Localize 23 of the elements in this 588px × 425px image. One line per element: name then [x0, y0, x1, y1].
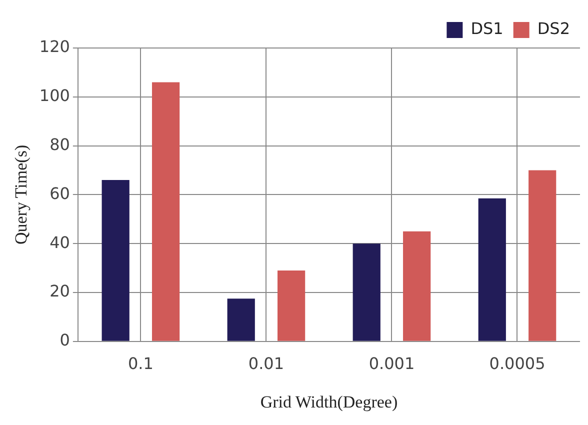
x-tick-label: 0.0005 — [489, 354, 546, 374]
x-axis-title: Grid Width(Degree) — [260, 392, 398, 412]
bar — [102, 180, 130, 341]
x-tick-label: 0.001 — [368, 354, 415, 374]
legend-label: DS1 — [470, 19, 504, 38]
bar — [152, 82, 180, 341]
y-tick-label: 100 — [39, 86, 70, 106]
y-tick-label: 60 — [50, 184, 70, 203]
bar — [227, 298, 255, 341]
x-tick-label: 0.01 — [248, 354, 284, 374]
legend-label: DS2 — [537, 19, 570, 38]
bar — [528, 170, 556, 341]
y-tick-label: 40 — [50, 232, 70, 252]
bar — [403, 231, 431, 341]
x-tick-label: 0.1 — [128, 354, 154, 374]
y-tick-label: 80 — [50, 134, 70, 154]
y-tick-label: 0 — [60, 330, 70, 350]
y-axis-title: Query Time(s) — [12, 144, 31, 245]
bar — [278, 270, 306, 341]
y-tick-label: 120 — [39, 37, 70, 56]
bar — [352, 244, 380, 341]
y-tick-label: 20 — [50, 282, 70, 301]
bar — [478, 198, 506, 341]
